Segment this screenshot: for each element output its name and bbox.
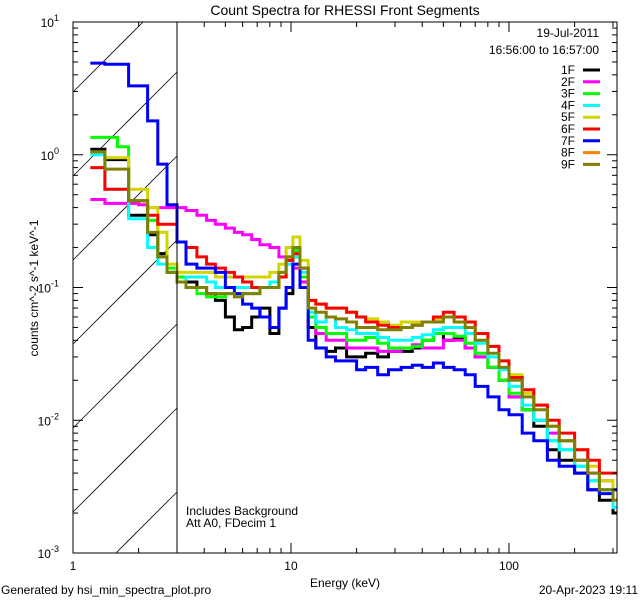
y-tick-labels: 101 100 10-1 10-2 10-3 — [38, 13, 59, 561]
legend-label-1f: 1F — [561, 63, 575, 77]
y-tick-label: 100 — [41, 146, 59, 163]
y-tick-label: 10-2 — [38, 411, 59, 428]
hatch-line — [72, 71, 178, 177]
axis-ticks — [72, 21, 617, 554]
legend-label-3f: 3F — [561, 87, 575, 101]
x-tick-label: 10 — [284, 559, 298, 573]
series-line-2f — [90, 198, 617, 492]
legend-label-5f: 5F — [561, 110, 575, 124]
plot-frame — [72, 21, 618, 554]
chart-title: Count Spectra for RHESSI Front Segments — [210, 2, 479, 18]
legend-label-4f: 4F — [561, 98, 575, 112]
timestamp-label: 20-Apr-2023 19:11 — [539, 583, 639, 597]
legend-label-9f: 9F — [561, 157, 575, 171]
legend-label-2f: 2F — [561, 75, 575, 89]
hatch-line — [72, 21, 144, 93]
series-line-7f — [90, 61, 617, 496]
legend-label-6f: 6F — [561, 122, 575, 136]
series-line-6f — [90, 166, 617, 475]
hatch-line — [72, 155, 178, 261]
date-label: 19-Jul-2011 — [537, 26, 600, 40]
hatched-region — [72, 21, 178, 554]
y-tick-label: 101 — [41, 13, 59, 30]
time-range-label: 16:56:00 to 16:57:00 — [489, 43, 599, 57]
annotation-attenuator: Att A0, FDecim 1 — [186, 516, 276, 530]
y-axis-label: counts cm^-2 s^-1 keV^-1 — [27, 219, 41, 356]
series-line-9f — [90, 150, 617, 502]
y-tick-label: 10-1 — [38, 279, 59, 296]
y-tick-label: 10-3 — [38, 544, 59, 561]
annotation-background: Includes Background — [186, 504, 298, 518]
legend-label-8f: 8F — [561, 146, 575, 160]
x-tick-label: 100 — [499, 559, 519, 573]
hatch-line — [115, 491, 178, 554]
hatch-line — [72, 323, 178, 429]
hatch-line — [72, 407, 178, 513]
x-tick-label: 1 — [70, 559, 77, 573]
x-axis-label: Energy (keV) — [310, 576, 380, 590]
x-tick-labels: 1 10 100 — [70, 559, 520, 573]
legend-label-7f: 7F — [561, 134, 575, 148]
series-group — [90, 61, 617, 515]
generated-by-label: Generated by hsi_min_spectra_plot.pro — [1, 583, 211, 597]
